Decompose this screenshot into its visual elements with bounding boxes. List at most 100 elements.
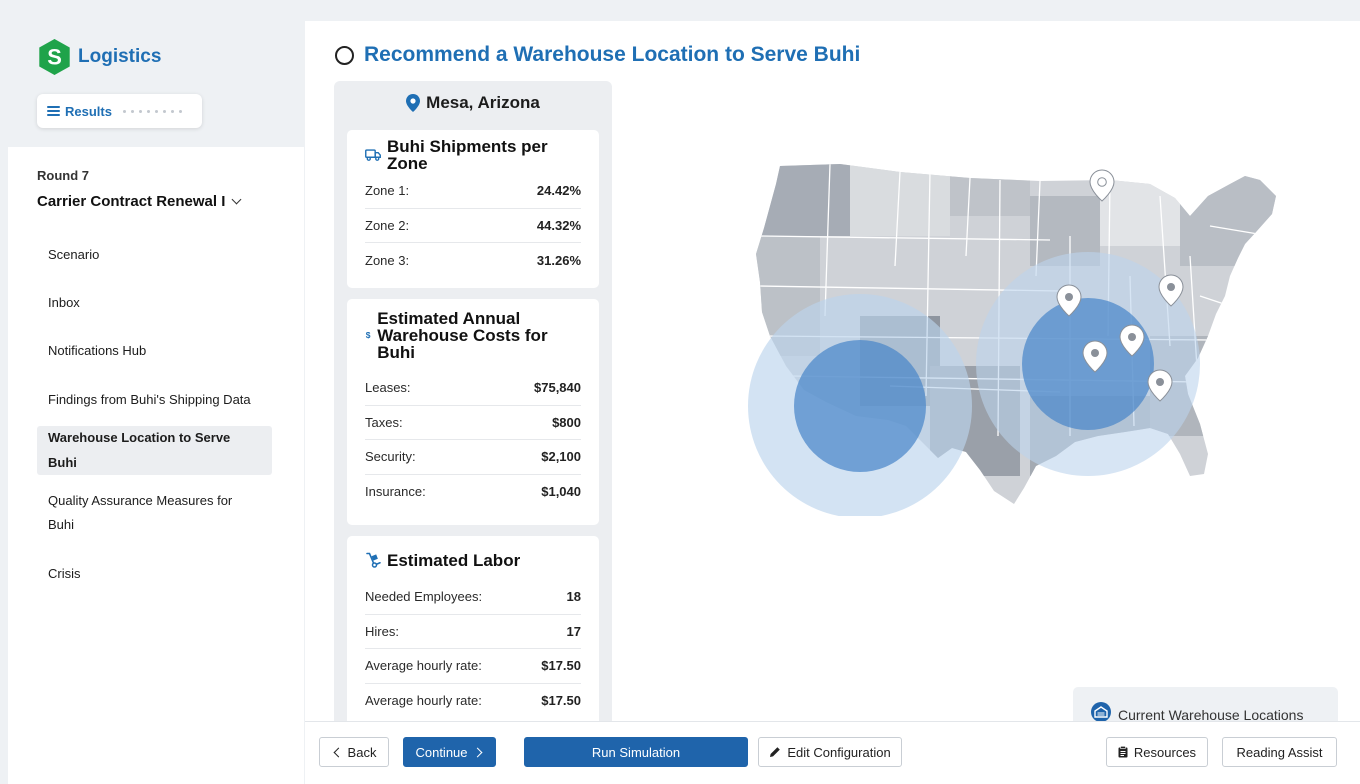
cost-row: Security: $2,100 bbox=[365, 440, 581, 475]
page-title: Recommend a Warehouse Location to Serve … bbox=[364, 43, 861, 66]
zone-row: Zone 1: 24.42% bbox=[365, 174, 581, 209]
zone-row: Zone 3: 31.26% bbox=[365, 243, 581, 278]
row-value: 44.32% bbox=[536, 217, 581, 233]
sidebar-item-crisis[interactable]: Crisis bbox=[37, 552, 272, 596]
edit-configuration-button[interactable]: Edit Configuration bbox=[758, 737, 902, 767]
row-value: $800 bbox=[552, 414, 581, 430]
location-name: Mesa, Arizona bbox=[426, 93, 540, 112]
card-title-text: Estimated Annual Warehouse Costs for Buh… bbox=[377, 308, 548, 362]
run-simulation-button[interactable]: Run Simulation bbox=[524, 737, 748, 767]
row-label: Zone 1: bbox=[365, 183, 410, 199]
row-value: $17.50 bbox=[541, 658, 581, 674]
location-info-panel: Mesa, Arizona Buhi Shipments per Zone Zo… bbox=[334, 81, 612, 741]
sidebar-item-label: Notifications Hub bbox=[48, 343, 147, 359]
legend-label: Current Warehouse Locations bbox=[1118, 707, 1304, 723]
row-value: 31.26% bbox=[536, 252, 581, 268]
us-map[interactable] bbox=[730, 136, 1290, 516]
card-title-text: Buhi Shipments per Zone bbox=[387, 137, 548, 173]
sidebar-item-scenario[interactable]: Scenario bbox=[37, 233, 272, 277]
shipments-card-title: Buhi Shipments per Zone bbox=[365, 130, 581, 174]
resources-button[interactable]: Resources bbox=[1106, 737, 1208, 767]
map-pin-icon bbox=[406, 94, 421, 112]
row-label: Needed Employees: bbox=[365, 589, 483, 605]
labor-row: Average hourly rate: $17.50 bbox=[365, 649, 581, 684]
row-label: Security: bbox=[365, 449, 416, 465]
sidebar-item-inbox[interactable]: Inbox bbox=[37, 281, 272, 325]
sidebar-item-label: Scenario bbox=[48, 246, 100, 262]
row-label: Average hourly rate: bbox=[365, 693, 482, 709]
labor-row: Average hourly rate: $17.50 bbox=[365, 684, 581, 719]
sidebar-item-label: Quality Assurance Measures for Buhi bbox=[48, 492, 233, 533]
sidebar-item-quality-assurance[interactable]: Quality Assurance Measures for Buhi bbox=[37, 479, 272, 547]
chevron-left-icon bbox=[333, 747, 343, 757]
row-value: $2,100 bbox=[541, 449, 581, 465]
location-header: Mesa, Arizona bbox=[334, 93, 612, 113]
back-label: Back bbox=[347, 744, 377, 760]
shipments-card: Buhi Shipments per Zone Zone 1: 24.42% Zo… bbox=[347, 130, 599, 288]
back-button[interactable]: Back bbox=[319, 737, 389, 767]
pencil-icon bbox=[770, 747, 781, 757]
round-title: Carrier Contract Renewal I bbox=[37, 193, 226, 210]
results-label: Results bbox=[65, 103, 112, 119]
nav-panel: Round 7 Carrier Contract Renewal I Scena… bbox=[8, 147, 304, 784]
row-label: Leases: bbox=[365, 380, 411, 396]
row-label: Hires: bbox=[365, 623, 399, 639]
reading-assist-button[interactable]: Reading Assist bbox=[1222, 737, 1337, 767]
row-label: Average hourly rate: bbox=[365, 658, 482, 674]
labor-card: Estimated Labor Needed Employees: 18 Hire… bbox=[347, 536, 599, 741]
warehouse-icon bbox=[1091, 702, 1111, 722]
map-pins bbox=[1056, 169, 1184, 402]
hand-truck-icon bbox=[366, 552, 381, 568]
run-label: Run Simulation bbox=[591, 744, 681, 760]
chevron-right-icon bbox=[472, 747, 482, 757]
labor-row: Hires: 17 bbox=[365, 615, 581, 649]
continue-button[interactable]: Continue bbox=[403, 737, 496, 767]
main-panel: Recommend a Warehouse Location to Serve … bbox=[305, 21, 1360, 741]
row-label: Zone 3: bbox=[365, 252, 410, 268]
sidebar-item-label: Findings from Buhi's Shipping Data bbox=[48, 391, 251, 407]
labor-card-title: Estimated Labor bbox=[365, 536, 581, 580]
footer-toolbar: Back Continue Run Simulation Edit Config… bbox=[305, 721, 1360, 784]
cost-row: Taxes: $800 bbox=[365, 406, 581, 440]
sidebar-item-warehouse-location[interactable]: Warehouse Location to Serve Buhi bbox=[37, 426, 272, 476]
row-label: Taxes: bbox=[365, 414, 403, 430]
cost-row: Insurance: $1,040 bbox=[365, 475, 581, 510]
edit-label: Edit Configuration bbox=[787, 744, 891, 760]
row-label: Zone 2: bbox=[365, 217, 410, 233]
labor-row: Needed Employees: 18 bbox=[365, 580, 581, 615]
row-value: 18 bbox=[566, 589, 581, 605]
card-title-text: Estimated Labor bbox=[387, 550, 521, 570]
brand-name: Logistics bbox=[78, 46, 162, 67]
progress-dots bbox=[122, 109, 182, 113]
svg-text:$: $ bbox=[366, 330, 371, 340]
chevron-down-icon bbox=[231, 194, 242, 205]
results-button[interactable]: Results bbox=[37, 94, 202, 128]
zone-row: Zone 2: 44.32% bbox=[365, 209, 581, 243]
continue-label: Continue bbox=[415, 744, 468, 760]
round-selector[interactable]: Carrier Contract Renewal I bbox=[37, 193, 242, 210]
hamburger-icon bbox=[47, 106, 60, 116]
row-value: $1,040 bbox=[541, 484, 581, 500]
sidebar-item-findings[interactable]: Findings from Buhi's Shipping Data bbox=[37, 378, 272, 422]
sidebar-item-label: Crisis bbox=[48, 565, 81, 581]
logo-s-hexagon-icon: S bbox=[39, 38, 70, 76]
nav-list: Scenario Inbox Notifications Hub Finding… bbox=[37, 233, 272, 600]
reading-label: Reading Assist bbox=[1236, 744, 1323, 760]
clipboard-icon bbox=[1118, 746, 1128, 758]
dollar-icon: $ bbox=[366, 330, 371, 340]
costs-card-title: $ Estimated Annual Warehouse Costs for B… bbox=[365, 299, 581, 371]
round-label: Round 7 bbox=[37, 168, 89, 183]
warehouse-costs-card: $ Estimated Annual Warehouse Costs for B… bbox=[347, 299, 599, 525]
svg-text:S: S bbox=[47, 45, 62, 70]
cost-row: Leases: $75,840 bbox=[365, 371, 581, 406]
row-value: 24.42% bbox=[536, 183, 581, 199]
row-value: $17.50 bbox=[541, 693, 581, 709]
resources-label: Resources bbox=[1133, 744, 1197, 760]
brand[interactable]: S Logistics bbox=[37, 38, 161, 76]
row-label: Insurance: bbox=[365, 484, 426, 500]
row-value: $75,840 bbox=[534, 380, 581, 396]
sidebar: S Logistics Results Round 7 Carrier Cont… bbox=[0, 0, 304, 784]
sidebar-item-label: Warehouse Location to Serve Buhi bbox=[48, 430, 231, 470]
page-header: Recommend a Warehouse Location to Serve … bbox=[335, 43, 860, 67]
sidebar-item-notifications-hub[interactable]: Notifications Hub bbox=[37, 330, 272, 374]
